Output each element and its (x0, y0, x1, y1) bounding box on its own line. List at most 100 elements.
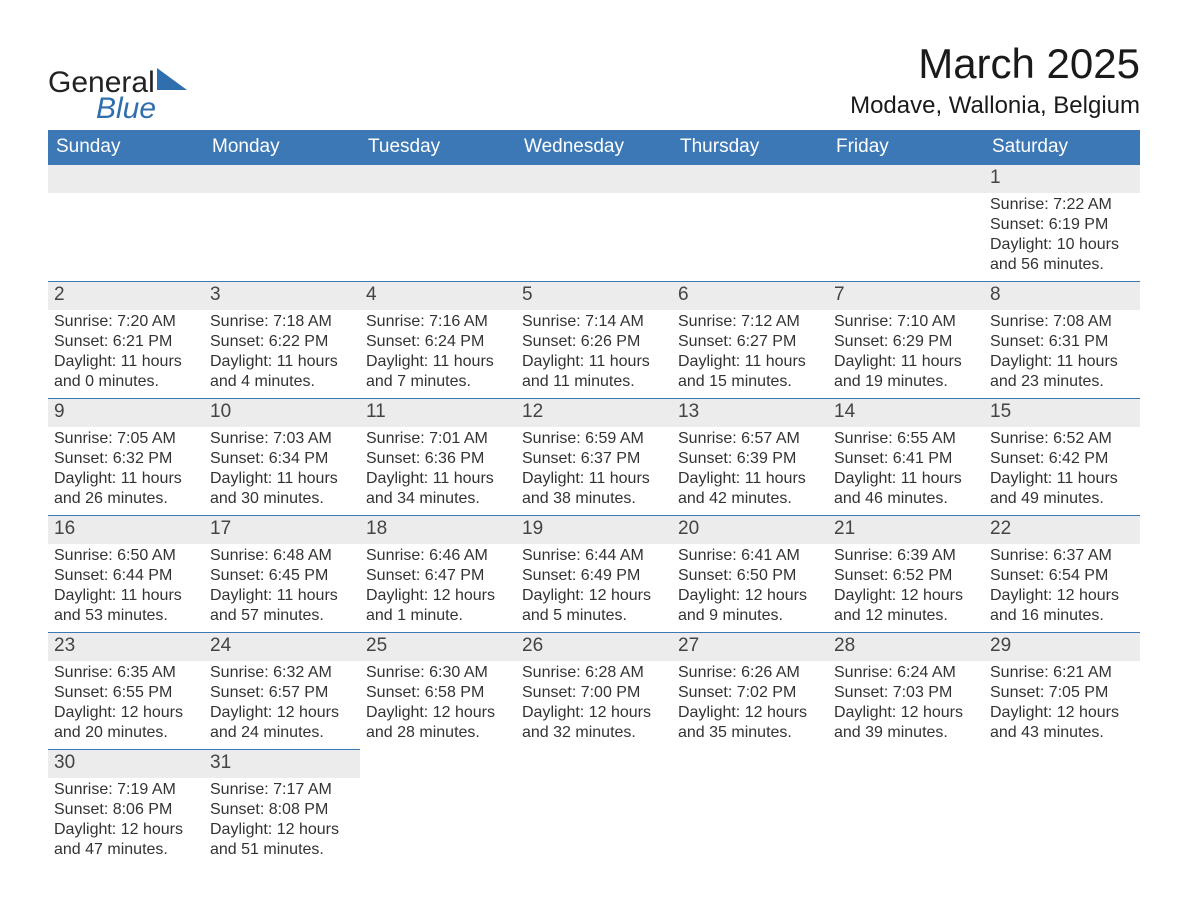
day-number-cell: 9 (48, 399, 204, 428)
day-sr: Sunrise: 6:48 AM (210, 546, 354, 566)
day-number-cell (672, 165, 828, 194)
day-detail-row: Sunrise: 7:22 AMSunset: 6:19 PMDaylight:… (48, 193, 1140, 282)
day-d1: Daylight: 12 hours (54, 820, 198, 840)
day-ss: Sunset: 6:54 PM (990, 566, 1134, 586)
day-detail-cell: Sunrise: 6:39 AMSunset: 6:52 PMDaylight:… (828, 544, 984, 633)
day-number-cell (828, 750, 984, 779)
day-sr: Sunrise: 7:17 AM (210, 780, 354, 800)
day-number-cell: 30 (48, 750, 204, 779)
day-detail-cell: Sunrise: 6:46 AMSunset: 6:47 PMDaylight:… (360, 544, 516, 633)
day-detail-cell (360, 193, 516, 282)
day-number-cell (360, 750, 516, 779)
day-d2: and 20 minutes. (54, 723, 198, 743)
day-d1: Daylight: 11 hours (678, 469, 822, 489)
weekday-header: Thursday (672, 130, 828, 165)
day-sr: Sunrise: 6:26 AM (678, 663, 822, 683)
day-number-cell: 12 (516, 399, 672, 428)
day-number-cell: 28 (828, 633, 984, 662)
location-label: Modave, Wallonia, Belgium (850, 92, 1140, 120)
day-detail-cell: Sunrise: 6:21 AMSunset: 7:05 PMDaylight:… (984, 661, 1140, 750)
day-d1: Daylight: 12 hours (990, 586, 1134, 606)
day-ss: Sunset: 6:50 PM (678, 566, 822, 586)
day-d1: Daylight: 12 hours (54, 703, 198, 723)
day-detail-cell: Sunrise: 7:19 AMSunset: 8:06 PMDaylight:… (48, 778, 204, 866)
day-detail-cell: Sunrise: 7:22 AMSunset: 6:19 PMDaylight:… (984, 193, 1140, 282)
day-d2: and 53 minutes. (54, 606, 198, 626)
day-d1: Daylight: 12 hours (678, 586, 822, 606)
day-detail-cell: Sunrise: 7:03 AMSunset: 6:34 PMDaylight:… (204, 427, 360, 516)
day-detail-cell (828, 193, 984, 282)
day-ss: Sunset: 8:06 PM (54, 800, 198, 820)
logo-triangle-icon (157, 68, 191, 94)
day-ss: Sunset: 6:26 PM (522, 332, 666, 352)
day-detail-cell: Sunrise: 6:28 AMSunset: 7:00 PMDaylight:… (516, 661, 672, 750)
day-number-cell: 19 (516, 516, 672, 545)
day-number-cell (48, 165, 204, 194)
day-d2: and 47 minutes. (54, 840, 198, 860)
day-d2: and 30 minutes. (210, 489, 354, 509)
weekday-header: Saturday (984, 130, 1140, 165)
day-ss: Sunset: 6:34 PM (210, 449, 354, 469)
day-detail-cell: Sunrise: 7:10 AMSunset: 6:29 PMDaylight:… (828, 310, 984, 399)
day-number-cell (360, 165, 516, 194)
day-number-cell: 10 (204, 399, 360, 428)
calendar-page: General Blue March 2025 Modave, Wallonia… (0, 0, 1188, 918)
day-ss: Sunset: 7:00 PM (522, 683, 666, 703)
day-sr: Sunrise: 6:57 AM (678, 429, 822, 449)
day-sr: Sunrise: 6:35 AM (54, 663, 198, 683)
day-detail-cell: Sunrise: 6:24 AMSunset: 7:03 PMDaylight:… (828, 661, 984, 750)
day-detail-cell: Sunrise: 6:50 AMSunset: 6:44 PMDaylight:… (48, 544, 204, 633)
day-d2: and 42 minutes. (678, 489, 822, 509)
day-sr: Sunrise: 6:39 AM (834, 546, 978, 566)
day-sr: Sunrise: 6:28 AM (522, 663, 666, 683)
day-number-row: 3031 (48, 750, 1140, 779)
day-ss: Sunset: 6:21 PM (54, 332, 198, 352)
day-d1: Daylight: 11 hours (366, 469, 510, 489)
day-d1: Daylight: 12 hours (522, 586, 666, 606)
day-number-cell (672, 750, 828, 779)
day-number-cell: 11 (360, 399, 516, 428)
day-detail-cell: Sunrise: 6:35 AMSunset: 6:55 PMDaylight:… (48, 661, 204, 750)
day-number-cell: 17 (204, 516, 360, 545)
day-sr: Sunrise: 6:44 AM (522, 546, 666, 566)
day-detail-cell: Sunrise: 6:55 AMSunset: 6:41 PMDaylight:… (828, 427, 984, 516)
day-detail-cell (516, 778, 672, 866)
day-number-cell: 15 (984, 399, 1140, 428)
day-sr: Sunrise: 6:37 AM (990, 546, 1134, 566)
day-d2: and 35 minutes. (678, 723, 822, 743)
day-detail-cell: Sunrise: 6:26 AMSunset: 7:02 PMDaylight:… (672, 661, 828, 750)
calendar-table: Sunday Monday Tuesday Wednesday Thursday… (48, 130, 1140, 866)
day-ss: Sunset: 6:24 PM (366, 332, 510, 352)
weekday-header: Friday (828, 130, 984, 165)
day-d2: and 19 minutes. (834, 372, 978, 392)
day-ss: Sunset: 6:27 PM (678, 332, 822, 352)
day-detail-cell: Sunrise: 7:16 AMSunset: 6:24 PMDaylight:… (360, 310, 516, 399)
day-number-cell: 25 (360, 633, 516, 662)
day-d1: Daylight: 11 hours (678, 352, 822, 372)
day-d2: and 49 minutes. (990, 489, 1134, 509)
day-number-cell (516, 165, 672, 194)
day-detail-cell: Sunrise: 6:30 AMSunset: 6:58 PMDaylight:… (360, 661, 516, 750)
day-detail-cell: Sunrise: 7:08 AMSunset: 6:31 PMDaylight:… (984, 310, 1140, 399)
day-d1: Daylight: 12 hours (522, 703, 666, 723)
day-d1: Daylight: 12 hours (834, 586, 978, 606)
day-ss: Sunset: 6:44 PM (54, 566, 198, 586)
day-ss: Sunset: 6:32 PM (54, 449, 198, 469)
day-d1: Daylight: 11 hours (990, 469, 1134, 489)
day-number-row: 1 (48, 165, 1140, 194)
day-ss: Sunset: 6:36 PM (366, 449, 510, 469)
day-detail-cell: Sunrise: 6:57 AMSunset: 6:39 PMDaylight:… (672, 427, 828, 516)
day-d1: Daylight: 11 hours (522, 352, 666, 372)
day-d1: Daylight: 12 hours (210, 820, 354, 840)
title-block: March 2025 Modave, Wallonia, Belgium (850, 40, 1140, 124)
day-detail-cell: Sunrise: 6:44 AMSunset: 6:49 PMDaylight:… (516, 544, 672, 633)
day-ss: Sunset: 6:39 PM (678, 449, 822, 469)
day-detail-cell (204, 193, 360, 282)
day-d2: and 11 minutes. (522, 372, 666, 392)
day-d2: and 4 minutes. (210, 372, 354, 392)
day-number-cell (516, 750, 672, 779)
day-d2: and 26 minutes. (54, 489, 198, 509)
day-d1: Daylight: 11 hours (210, 469, 354, 489)
day-ss: Sunset: 6:42 PM (990, 449, 1134, 469)
day-detail-cell: Sunrise: 6:32 AMSunset: 6:57 PMDaylight:… (204, 661, 360, 750)
